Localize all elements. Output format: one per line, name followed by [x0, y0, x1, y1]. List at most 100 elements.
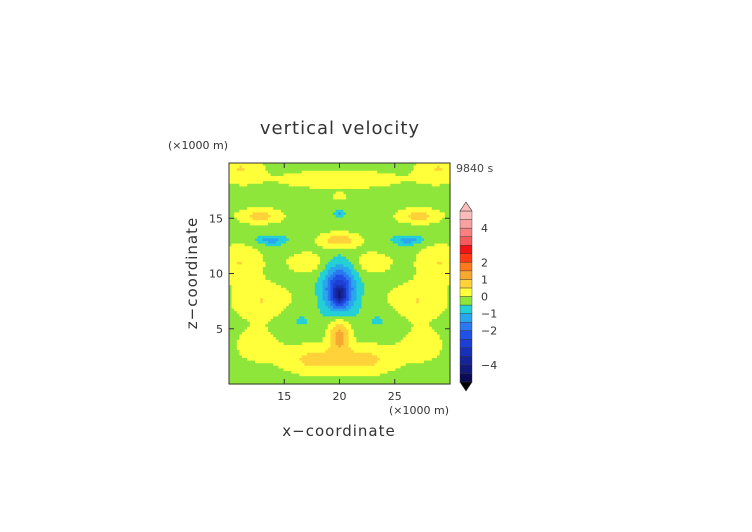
field-cell: [335, 243, 339, 247]
field-cell: [307, 181, 311, 185]
field-cell: [426, 207, 430, 211]
field-cell: [288, 298, 292, 302]
field-cell: [361, 238, 365, 242]
field-cell: [255, 165, 259, 169]
field-cell: [353, 243, 357, 247]
field-cell: [335, 282, 339, 286]
field-cell: [283, 272, 287, 276]
field-cell: [359, 303, 363, 307]
field-cell: [268, 165, 272, 169]
field-cell: [299, 212, 303, 216]
field-cell: [294, 220, 298, 224]
field-cell: [327, 241, 331, 245]
field-cell: [398, 303, 402, 307]
field-cell: [400, 217, 404, 221]
field-cell: [416, 170, 420, 174]
field-cell: [299, 261, 303, 265]
field-cell: [411, 269, 415, 273]
field-cell: [291, 293, 295, 297]
field-cell: [348, 293, 352, 297]
field-cell: [444, 261, 448, 265]
field-cell: [395, 295, 399, 299]
field-cell: [372, 251, 376, 255]
field-cell: [234, 243, 238, 247]
field-cell: [400, 311, 404, 315]
field-cell: [372, 311, 376, 315]
field-cell: [408, 243, 412, 247]
field-cell: [262, 259, 266, 263]
field-cell: [366, 183, 370, 187]
field-cell: [252, 308, 256, 312]
field-cell: [283, 241, 287, 245]
field-cell: [403, 251, 407, 255]
field-cell: [335, 217, 339, 221]
field-cell: [257, 191, 261, 195]
field-cell: [239, 261, 243, 265]
field-cell: [416, 215, 420, 219]
field-cell: [327, 173, 331, 177]
field-cell: [299, 178, 303, 182]
field-cell: [437, 254, 441, 258]
field-cell: [236, 178, 240, 182]
field-cell: [231, 222, 235, 226]
field-cell: [265, 293, 269, 297]
field-cell: [390, 176, 394, 180]
field-cell: [382, 298, 386, 302]
field-cell: [281, 243, 285, 247]
field-cell: [374, 254, 378, 258]
field-cell: [392, 295, 396, 299]
field-cell: [249, 295, 253, 299]
field-cell: [385, 293, 389, 297]
field-cell: [262, 300, 266, 304]
field-cell: [385, 230, 389, 234]
field-cell: [301, 269, 305, 273]
field-cell: [236, 207, 240, 211]
field-cell: [273, 293, 277, 297]
field-cell: [304, 176, 308, 180]
field-cell: [338, 228, 342, 232]
field-cell: [361, 235, 365, 239]
field-cell: [437, 246, 441, 250]
field-cell: [262, 282, 266, 286]
field-cell: [244, 238, 248, 242]
field-cell: [286, 293, 290, 297]
field-cell: [239, 295, 243, 299]
field-cell: [257, 189, 261, 193]
field-cell: [387, 251, 391, 255]
field-cell: [385, 285, 389, 289]
field-cell: [413, 269, 417, 273]
field-cell: [330, 290, 334, 294]
field-cell: [320, 277, 324, 281]
field-cell: [255, 256, 259, 260]
field-cell: [426, 176, 430, 180]
field-cell: [398, 300, 402, 304]
field-cell: [437, 209, 441, 213]
field-cell: [351, 303, 355, 307]
field-cell: [447, 290, 451, 294]
field-cell: [239, 165, 243, 169]
field-cell: [249, 196, 253, 200]
field-cell: [244, 170, 248, 174]
field-cell: [286, 212, 290, 216]
field-cell: [301, 254, 305, 258]
field-cell: [320, 168, 324, 172]
field-cell: [327, 202, 331, 206]
field-cell: [390, 165, 394, 169]
field-cell: [424, 173, 428, 177]
field-cell: [343, 254, 347, 258]
field-cell: [268, 178, 272, 182]
field-cell: [400, 300, 404, 304]
field-cell: [275, 212, 279, 216]
field-cell: [236, 186, 240, 190]
field-cell: [395, 238, 399, 242]
field-cell: [361, 207, 365, 211]
field-cell: [252, 186, 256, 190]
field-cell: [247, 308, 251, 312]
field-cell: [346, 311, 350, 315]
field-cell: [424, 259, 428, 263]
field-cell: [421, 186, 425, 190]
field-cell: [434, 212, 438, 216]
field-cell: [408, 168, 412, 172]
field-cell: [405, 189, 409, 193]
field-cell: [317, 254, 321, 258]
